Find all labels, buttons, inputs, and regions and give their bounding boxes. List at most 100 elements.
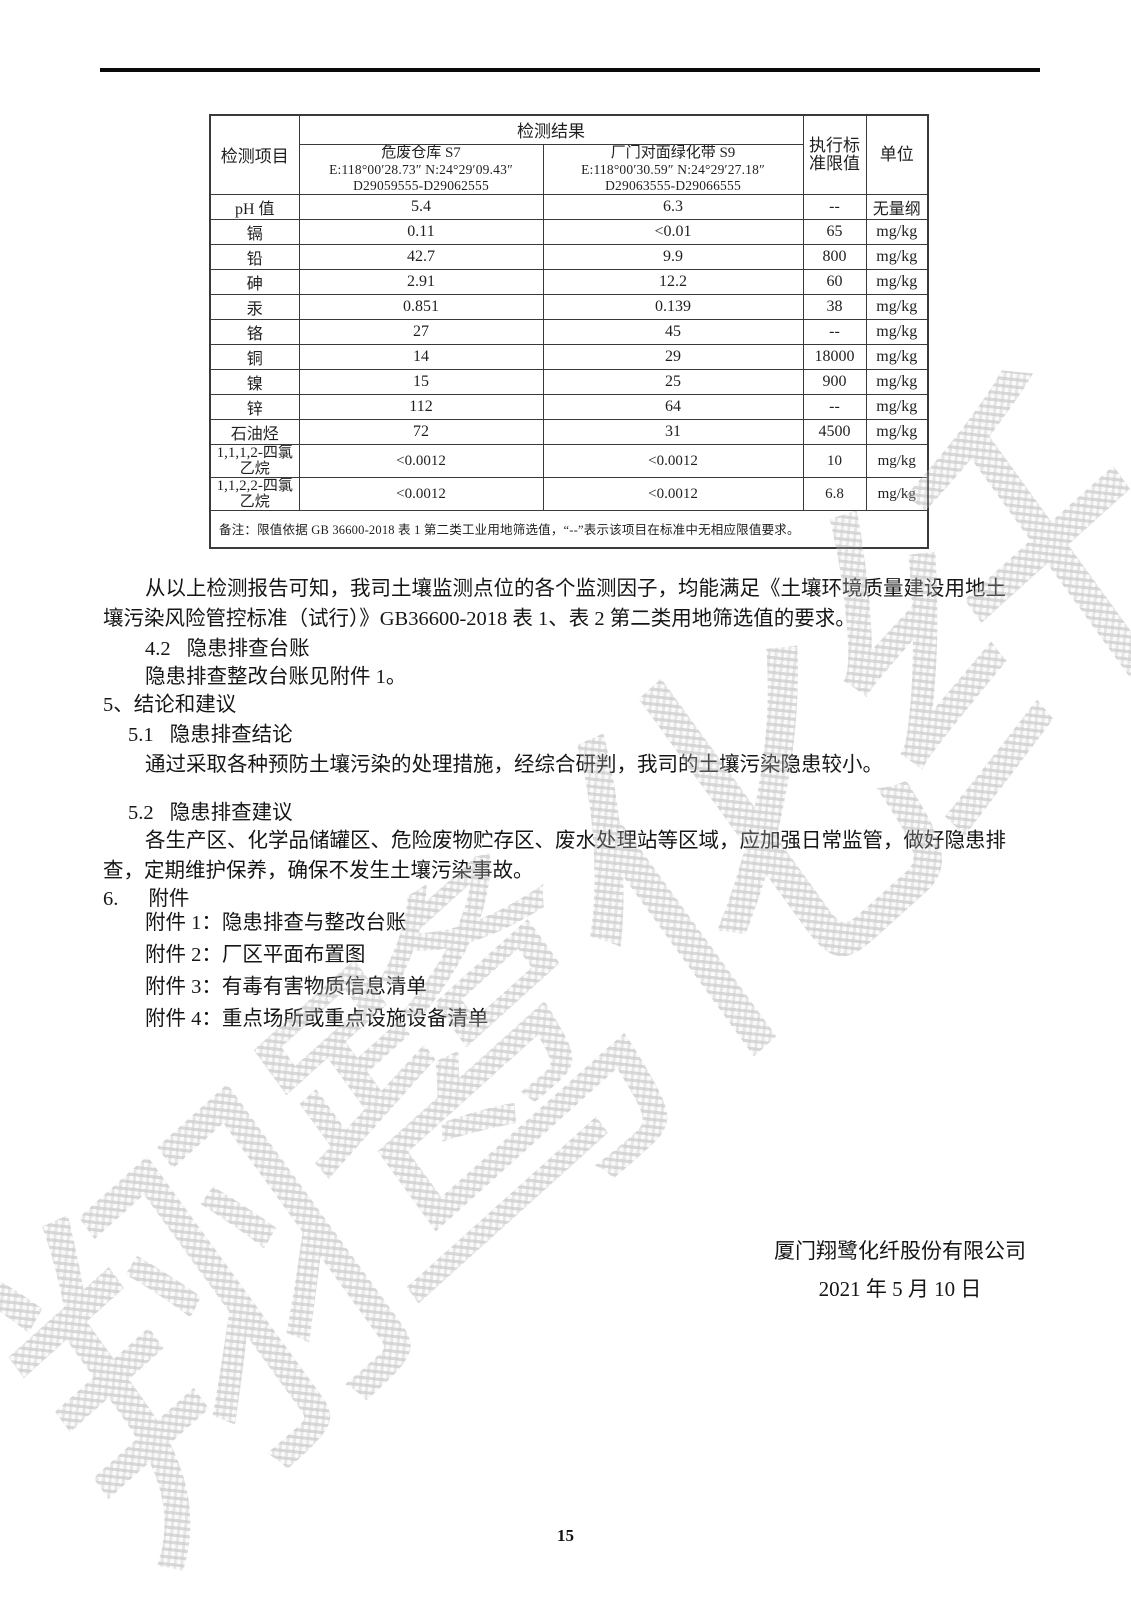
unit-value: mg/kg	[865, 268, 929, 295]
s9-value: <0.0012	[542, 443, 804, 478]
table-header-row-2: 危废仓库 S7 E:118°00′28.73″ N:24°29′09.43″ D…	[210, 143, 928, 195]
limit-value: --	[802, 193, 867, 220]
s9-value: 9.9	[542, 243, 804, 270]
page-number: 15	[557, 1526, 574, 1545]
site-s9-code: D29063555-D29066555	[605, 177, 741, 193]
item-cell: 1,1,1,2-四氯乙烷	[209, 443, 300, 478]
s7-value: 0.11	[298, 218, 544, 245]
site-s7-coordinates: E:118°00′28.73″ N:24°29′09.43″	[329, 161, 513, 177]
results-table-container: 检测项目 检测结果 执行标准限值 单位 危废仓库 S7 E:118°00′28.…	[209, 114, 929, 549]
limit-value: 4500	[802, 418, 867, 445]
col-header-limit: 执行标准限值	[802, 114, 867, 195]
item-cell: 镉	[209, 218, 300, 245]
site-s9-coordinates: E:118°00′30.59″ N:24°29′27.18″	[581, 161, 765, 177]
result-summary-paragraph: 从以上检测报告可知，我司土壤监测点位的各个监测因子，均能满足《土壤环境质量建设用…	[103, 578, 1006, 630]
unit-value: 无量纲	[865, 193, 929, 220]
limit-value: 900	[802, 368, 867, 395]
unit-value: mg/kg	[865, 393, 929, 420]
s9-value: <0.01	[542, 218, 804, 245]
limit-value: --	[802, 318, 867, 345]
table-note-row: 备注：限值依据 GB 36600-2018 表 1 第二类工业用地筛选值，“--…	[209, 509, 929, 549]
section-title: 隐患排查建议	[169, 802, 293, 824]
unit-value: mg/kg	[865, 418, 929, 445]
s7-value: 112	[298, 393, 544, 420]
table-note: 备注：限值依据 GB 36600-2018 表 1 第二类工业用地筛选值，“--…	[209, 509, 929, 549]
item-cell: 镍	[209, 368, 300, 395]
signature-date: 2021 年 5 月 10 日	[818, 1277, 982, 1301]
col-header-results-group: 检测结果	[298, 114, 804, 145]
site-s9-header: 厂门对面绿化带 S9 E:118°00′30.59″ N:24°29′27.18…	[542, 143, 804, 195]
item-cell: 1,1,2,2-四氯乙烷	[209, 476, 300, 511]
s7-value: 5.4	[298, 193, 544, 220]
section-5-2-heading: 5.2 隐患排查建议	[103, 798, 1018, 828]
s7-value: 2.91	[298, 268, 544, 295]
col-header-unit: 单位	[865, 114, 929, 195]
s9-value: 12.2	[542, 268, 804, 295]
section-5-1-heading: 5.1 隐患排查结论	[103, 720, 1018, 750]
attachment-item-3: 附件 3：有毒有害物质信息清单	[145, 976, 427, 998]
s7-value: 15	[298, 368, 544, 395]
section-title: 隐患排查台账	[186, 638, 310, 660]
s7-value: <0.0012	[298, 476, 544, 511]
s7-value: 72	[298, 418, 544, 445]
section-4-2-heading: 4.2 隐患排查台账	[103, 634, 1018, 664]
company-name: 厦门翔鹭化纤股份有限公司	[774, 1239, 1026, 1263]
table-header-row-1: 检测项目 检测结果 执行标准限值 单位	[209, 114, 929, 195]
unit-value: mg/kg	[865, 243, 929, 270]
limit-value: 65	[802, 218, 867, 245]
limit-value: 60	[802, 268, 867, 295]
item-cell: 铜	[209, 343, 300, 370]
s9-value: 6.3	[542, 193, 804, 220]
section-number: 4.2	[145, 638, 171, 660]
site-s9-name: 厂门对面绿化带 S9	[610, 144, 736, 161]
section-5-heading: 5、结论和建议	[103, 690, 1018, 720]
attachment-item-2: 附件 2：厂区平面布置图	[145, 944, 366, 966]
table-row: 汞 0.851 0.139 38 mg/kg	[209, 293, 929, 320]
section-number: 5.1	[128, 724, 154, 746]
s7-value: 14	[298, 343, 544, 370]
unit-value: mg/kg	[865, 443, 929, 478]
s7-value: 42.7	[298, 243, 544, 270]
s9-value: 45	[542, 318, 804, 345]
table-row: 锌 112 64 -- mg/kg	[209, 393, 929, 420]
unit-value: mg/kg	[865, 218, 929, 245]
section-6-heading: 6. 附件	[103, 884, 1018, 914]
limit-value: 38	[802, 293, 867, 320]
unit-value: mg/kg	[865, 476, 929, 511]
col-header-item: 检测项目	[209, 114, 300, 195]
limit-value: 800	[802, 243, 867, 270]
table-row: 镍 15 25 900 mg/kg	[209, 368, 929, 395]
s9-value: 64	[542, 393, 804, 420]
attachment-item-4: 附件 4：重点场所或重点设施设备清单	[145, 1008, 489, 1030]
unit-value: mg/kg	[865, 293, 929, 320]
limit-value: 6.8	[802, 476, 867, 511]
site-s7-name: 危废仓库 S7	[381, 144, 461, 161]
item-cell: 砷	[209, 268, 300, 295]
s9-value: <0.0012	[542, 476, 804, 511]
site-s7-header: 危废仓库 S7 E:118°00′28.73″ N:24°29′09.43″ D…	[298, 143, 544, 195]
s9-value: 25	[542, 368, 804, 395]
table-row: 铜 14 29 18000 mg/kg	[209, 343, 929, 370]
item-cell: 石油烃	[209, 418, 300, 445]
item-cell: 铅	[209, 243, 300, 270]
table-row: 1,1,2,2-四氯乙烷 <0.0012 <0.0012 6.8 mg/kg	[209, 476, 929, 511]
section-number: 5.2	[128, 802, 154, 824]
limit-value: 18000	[802, 343, 867, 370]
item-cell: 铬	[209, 318, 300, 345]
signature-block: 厦门翔鹭化纤股份有限公司 2021 年 5 月 10 日	[740, 1232, 1060, 1308]
section-title: 隐患排查结论	[169, 724, 293, 746]
item-cell: 汞	[209, 293, 300, 320]
section-title: 附件	[148, 888, 190, 910]
table-row: 1,1,1,2-四氯乙烷 <0.0012 <0.0012 10 mg/kg	[209, 443, 929, 478]
table-row: 铅 42.7 9.9 800 mg/kg	[209, 243, 929, 270]
s9-value: 29	[542, 343, 804, 370]
table-row: 石油烃 72 31 4500 mg/kg	[209, 418, 929, 445]
section-number: 5、	[103, 694, 134, 716]
table-row: pH 值 5.4 6.3 -- 无量纲	[209, 193, 929, 220]
s7-value: 27	[298, 318, 544, 345]
table-row: 砷 2.91 12.2 60 mg/kg	[209, 268, 929, 295]
unit-value: mg/kg	[865, 343, 929, 370]
section-title: 结论和建议	[133, 694, 237, 716]
s7-value: <0.0012	[298, 443, 544, 478]
